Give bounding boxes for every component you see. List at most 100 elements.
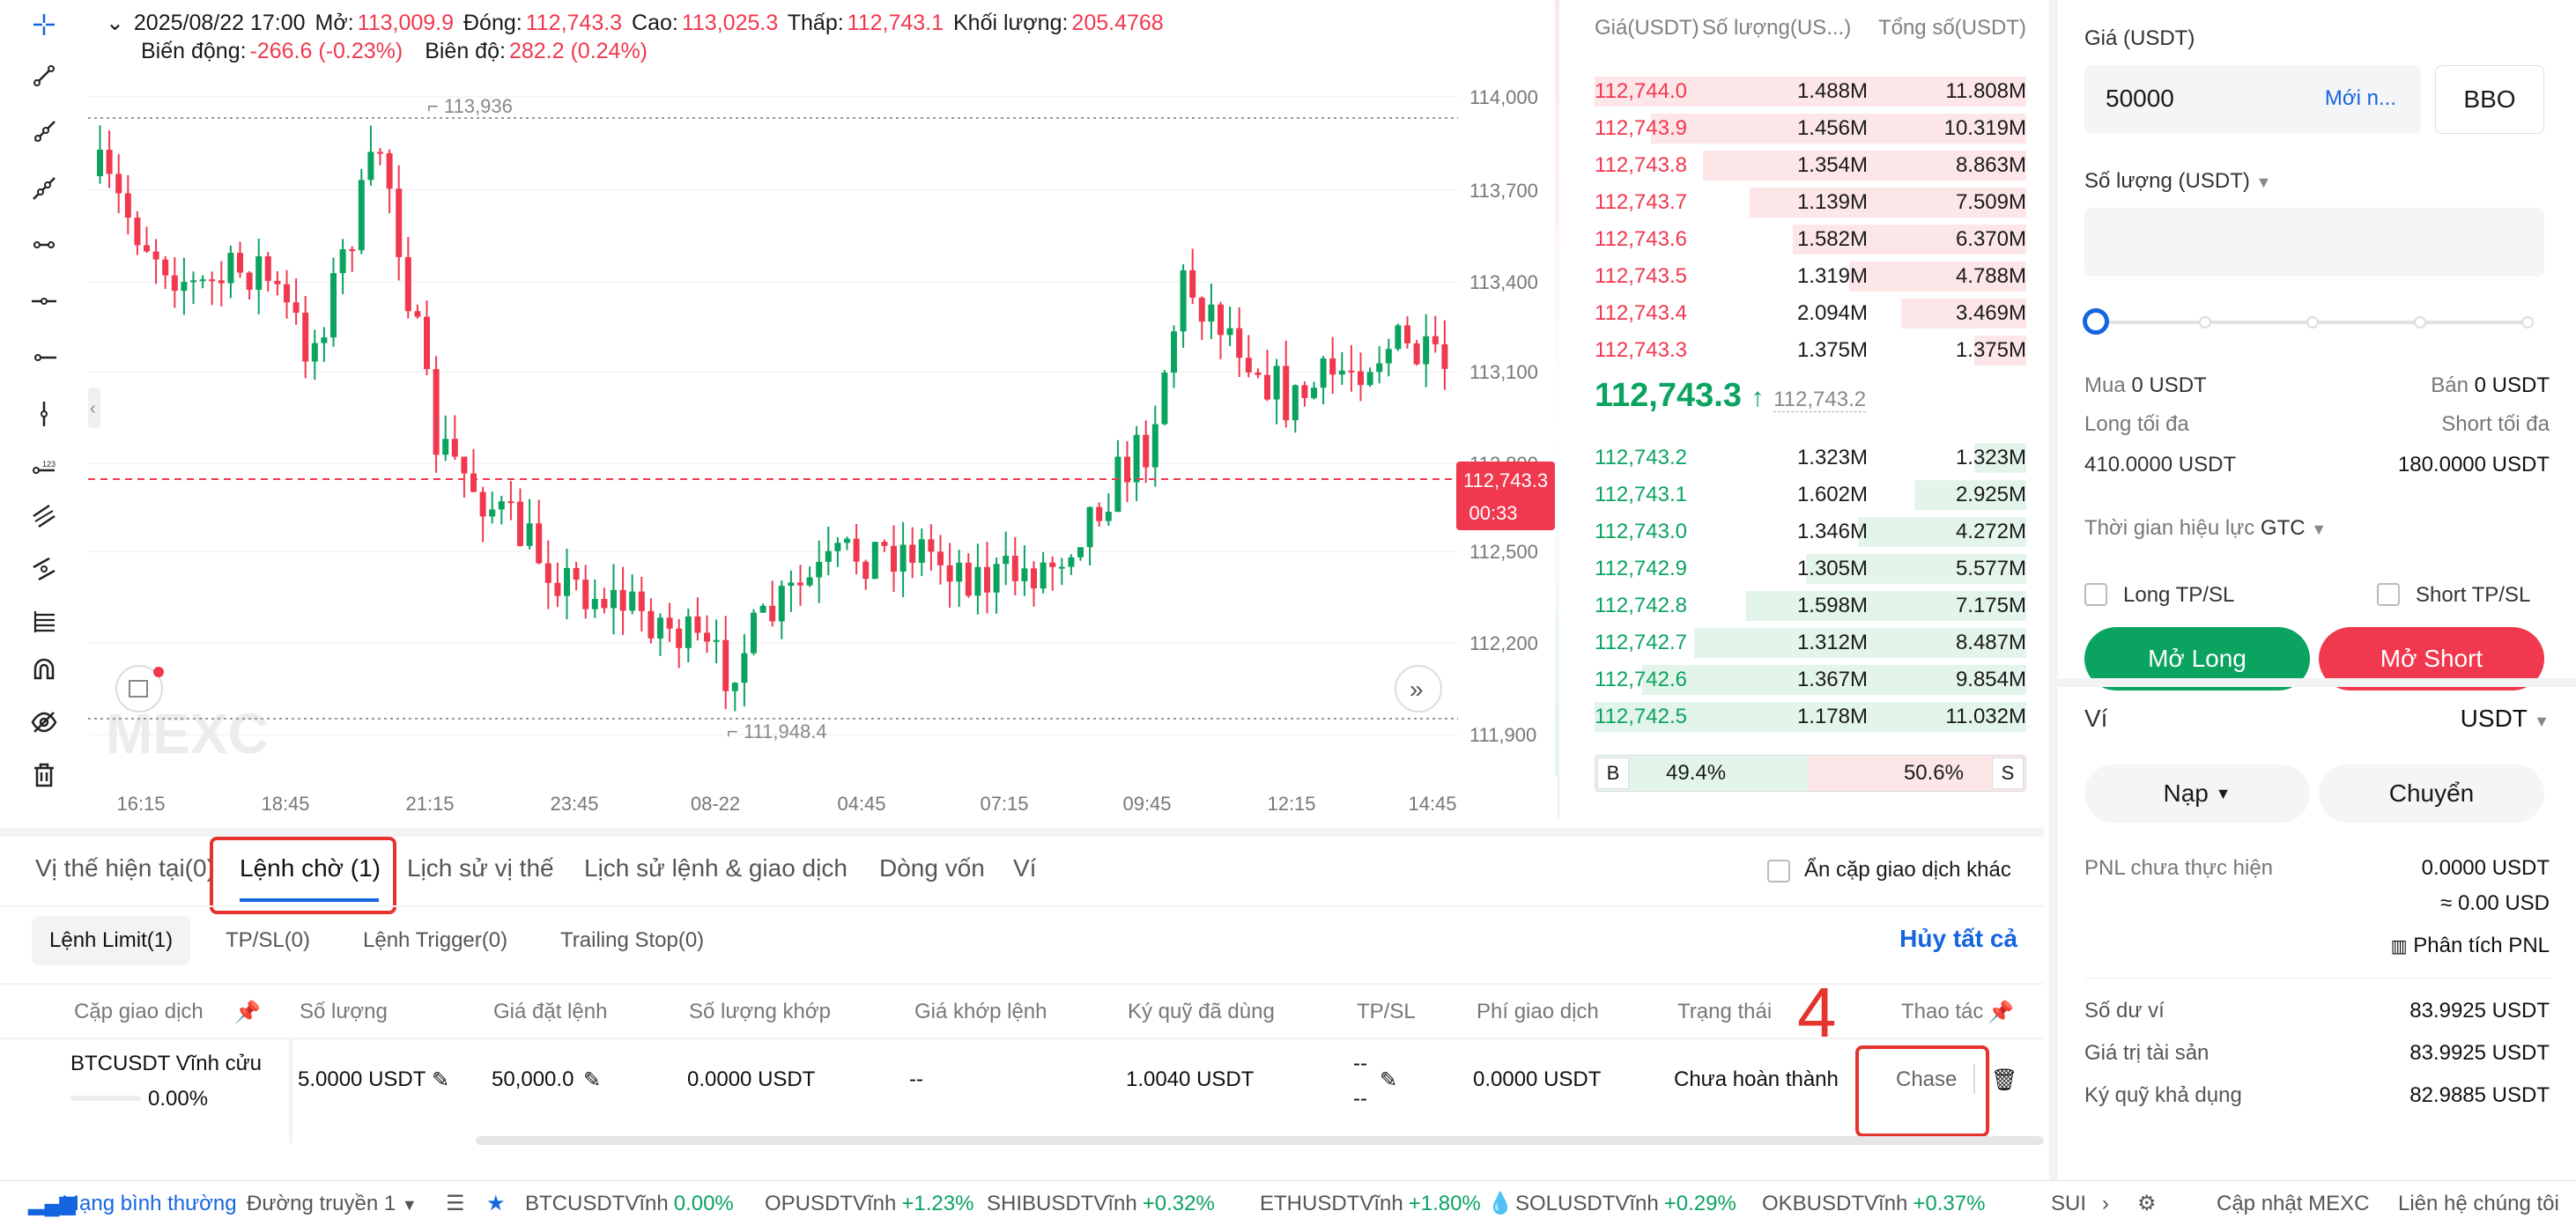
table-horizontal-scrollbar[interactable] (476, 1136, 2044, 1145)
bid-row[interactable]: 112,743.2 1.323M 1.323M (1595, 440, 2026, 476)
bid-row[interactable]: 112,742.6 1.367M 9.854M (1595, 662, 2026, 698)
long-tpsl-checkbox[interactable] (2084, 583, 2107, 606)
tab-position-history[interactable]: Lịch sử vị thế (407, 854, 554, 882)
edit-price-icon[interactable]: ✎ (583, 1068, 602, 1092)
tab-open-orders[interactable]: Lệnh chờ (1) (240, 854, 381, 882)
ask-qty: 2.094M (1796, 301, 1868, 325)
candle-body (181, 282, 188, 292)
candle-body (526, 523, 533, 546)
arrow-up-icon: ↑ (1751, 383, 1765, 412)
tab-order-history[interactable]: Lịch sử lệnh & giao dịch (584, 854, 848, 882)
pin-icon[interactable]: 📌 (1988, 1001, 2014, 1024)
slider-step-25[interactable] (2199, 316, 2211, 329)
bid-row[interactable]: 112,743.1 1.602M 2.925M (1595, 477, 2026, 513)
trash-icon[interactable] (26, 757, 62, 793)
ticker-change: +1.23% (901, 1192, 974, 1215)
qty-input[interactable] (2084, 208, 2544, 277)
magnet-icon[interactable] (26, 652, 62, 687)
parallel-channel-icon[interactable] (26, 499, 62, 534)
ticker-item[interactable]: OPUSDTVĩnh +1.23% (765, 1181, 973, 1226)
settings-sliders-icon[interactable]: ⚙ (2137, 1192, 2157, 1215)
pnl-analysis-link[interactable]: ▥ Phân tích PNL (2390, 934, 2550, 957)
chart-canvas[interactable]: MEXC ⌐ 113,936 ⌐ 111,948.4 114,000 113,70… (88, 0, 1559, 819)
time-in-force[interactable]: Thời gian hiệu lực GTC ▼ (2084, 516, 2328, 540)
ask-row[interactable]: 112,743.7 1.139M 7.509M (1595, 185, 2026, 220)
transfer-button[interactable]: Chuyển (2319, 764, 2544, 823)
latest-price-button[interactable]: Mới n... (2324, 86, 2396, 110)
horizontal-segment-icon[interactable] (26, 227, 62, 262)
chevron-down-icon[interactable]: ⌄ (106, 11, 124, 35)
bbo-button[interactable]: BBO (2435, 65, 2544, 134)
qty-slider-handle[interactable] (2083, 308, 2109, 335)
bid-row[interactable]: 112,742.5 1.178M 11.032M (1595, 699, 2026, 735)
horizontal-ray-icon[interactable] (26, 340, 62, 375)
ticker-item[interactable]: BTCUSDTVĩnh 0.00% (525, 1181, 734, 1226)
bid-row[interactable]: 112,742.7 1.312M 8.487M (1595, 625, 2026, 661)
ticker-item[interactable]: ETHUSDTVĩnh +1.80% (1260, 1181, 1481, 1226)
price-tick: 112,500 (1469, 541, 1538, 563)
fib-channel-icon[interactable] (26, 551, 62, 587)
ask-row[interactable]: 112,743.6 1.582M 6.370M (1595, 222, 2026, 257)
ask-row[interactable]: 112,743.4 2.094M 3.469M (1595, 296, 2026, 331)
mexc-update-link[interactable]: Cập nhật MEXC (2217, 1192, 2370, 1215)
candle-body (741, 653, 748, 683)
vertical-line-icon[interactable] (26, 396, 62, 432)
route-select[interactable]: Đường truyền 1 ▼ (247, 1192, 418, 1215)
hide-drawings-icon[interactable] (26, 705, 62, 740)
row-pair[interactable]: BTCUSDT Vĩnh cửu (70, 1052, 263, 1075)
price-input[interactable]: 50000 Mới n... (2084, 65, 2421, 134)
replay-button[interactable] (115, 665, 163, 713)
candle-body (1049, 562, 1056, 567)
list-icon[interactable]: ☰ (446, 1192, 465, 1215)
tab-wallet[interactable]: Ví (1013, 854, 1037, 882)
signal-bars-icon: ▂▄▆ (28, 1192, 76, 1215)
subtab-tpsl[interactable]: TP/SL(0) (226, 928, 311, 952)
slider-step-50[interactable] (2306, 316, 2319, 329)
ask-row[interactable]: 112,743.9 1.456M 10.319M (1595, 111, 2026, 146)
price-label-icon[interactable]: 123 (26, 449, 62, 484)
candle-body (321, 337, 328, 343)
bid-price: 112,742.5 (1595, 705, 1687, 728)
slider-step-75[interactable] (2414, 316, 2426, 329)
extended-line-icon[interactable] (26, 171, 62, 206)
tab-fund-flow[interactable]: Dòng vốn (879, 854, 985, 882)
ask-row[interactable]: 112,743.5 1.319M 4.788M (1595, 259, 2026, 294)
bid-row[interactable]: 112,742.8 1.598M 7.175M (1595, 588, 2026, 624)
horizontal-line-icon[interactable] (26, 284, 62, 319)
subtab-trigger[interactable]: Lệnh Trigger(0) (363, 928, 508, 952)
wallet-currency-select[interactable]: USDT ▼ (2460, 705, 2550, 732)
scroll-to-latest-button[interactable] (1395, 665, 1442, 713)
tab-current-positions[interactable]: Vị thế hiện tại(0) (35, 854, 215, 882)
crosshair-icon[interactable] (26, 7, 62, 42)
slider-step-100[interactable] (2521, 316, 2534, 329)
fib-retracement-icon[interactable] (26, 604, 62, 639)
contact-us-link[interactable]: Liên hệ chúng tôi (2398, 1192, 2559, 1215)
qty-label[interactable]: Số lượng (USDT) ▼ (2084, 169, 2272, 193)
ray-icon[interactable] (26, 114, 62, 150)
ticker-item[interactable]: SHIBUSDTVĩnh +0.32% (987, 1181, 1215, 1226)
short-tpsl-checkbox[interactable] (2377, 583, 2400, 606)
chase-button[interactable]: Chase (1896, 1067, 1958, 1091)
edit-tpsl-icon[interactable]: ✎ (1380, 1068, 1398, 1092)
collapse-toolbar-handle[interactable] (88, 388, 100, 428)
trend-line-icon[interactable] (26, 58, 62, 93)
cancel-order-trash-icon[interactable]: 🗑 (1991, 1068, 2018, 1092)
last-price[interactable]: 112,743.3 ↑ 112,743.2 (1595, 377, 1867, 414)
edit-quantity-icon[interactable]: ✎ (432, 1068, 450, 1092)
bid-row[interactable]: 112,743.0 1.346M 4.272M (1595, 514, 2026, 550)
favorite-star-icon[interactable]: ★ (486, 1192, 506, 1215)
hide-other-pairs-checkbox[interactable] (1767, 860, 1790, 883)
ticker-item[interactable]: SOLUSDTVĩnh +0.29% (1515, 1181, 1736, 1226)
bid-row[interactable]: 112,742.9 1.305M 5.577M (1595, 551, 2026, 587)
chevron-right-icon[interactable]: › (2102, 1192, 2109, 1215)
subtab-limit-orders[interactable]: Lệnh Limit(1) (32, 916, 191, 965)
pin-icon[interactable]: 📌 (234, 1001, 261, 1024)
subtab-trailing-stop[interactable]: Trailing Stop(0) (560, 928, 705, 952)
ask-row[interactable]: 112,744.0 1.488M 11.808M (1595, 74, 2026, 109)
deposit-button[interactable]: Nạp ▼ (2084, 764, 2310, 823)
ticker-item[interactable]: OKBUSDTVĩnh +0.37% (1762, 1181, 1985, 1226)
cancel-all-button[interactable]: Hủy tất cả (1899, 925, 2017, 952)
ask-row[interactable]: 112,743.3 1.375M 1.375M (1595, 333, 2026, 368)
ticker-item[interactable]: SUI (2051, 1181, 2091, 1226)
ask-row[interactable]: 112,743.8 1.354M 8.863M (1595, 148, 2026, 183)
